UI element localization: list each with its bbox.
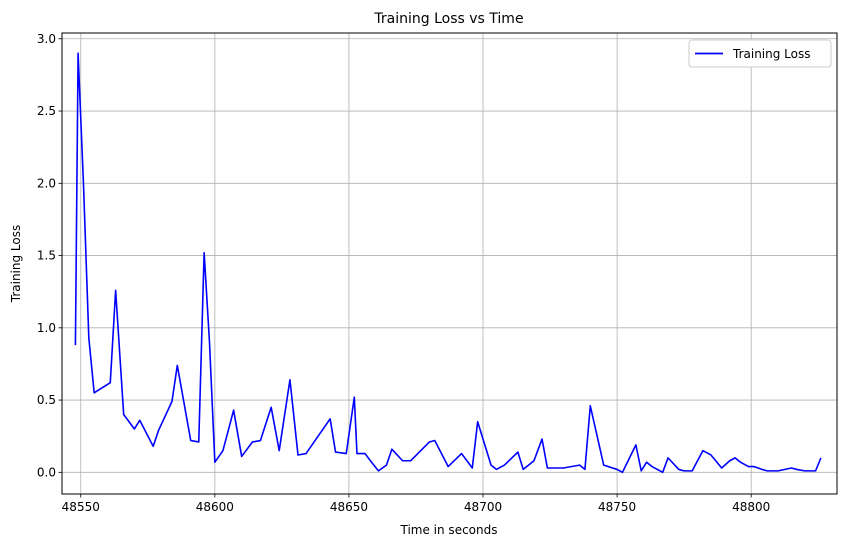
plot-frame bbox=[61, 32, 838, 495]
series-layer bbox=[74, 52, 822, 474]
legend-label-training-loss: Training Loss bbox=[732, 47, 810, 61]
x-axis-title: Time in seconds bbox=[400, 523, 498, 537]
x-tick-label: 48600 bbox=[196, 500, 234, 514]
legend: Training Loss bbox=[688, 39, 832, 68]
y-tick-label: 1.0 bbox=[37, 321, 56, 335]
y-axis-title: Training Loss bbox=[9, 225, 23, 303]
y-tick-label: 0.5 bbox=[37, 393, 56, 407]
x-tick-label: 48750 bbox=[598, 500, 636, 514]
y-axis-ticks: 0.0 0.5 1.0 1.5 2.0 2.5 3.0 bbox=[37, 32, 62, 479]
x-axis-ticks: 48550 48600 48650 48700 48750 48800 bbox=[62, 494, 770, 514]
chart-title: Training Loss vs Time bbox=[373, 11, 523, 27]
y-tick-label: 1.5 bbox=[37, 249, 56, 263]
x-tick-label: 48650 bbox=[330, 500, 368, 514]
x-tick-label: 48700 bbox=[464, 500, 502, 514]
legend-box bbox=[688, 39, 832, 68]
grid-lines bbox=[62, 33, 837, 494]
x-tick-label: 48550 bbox=[62, 500, 100, 514]
series-line-training-loss bbox=[74, 52, 822, 474]
y-tick-label: 3.0 bbox=[37, 32, 56, 46]
y-tick-label: 2.5 bbox=[37, 104, 56, 118]
y-tick-label: 2.0 bbox=[37, 176, 56, 190]
y-tick-label: 0.0 bbox=[37, 465, 56, 479]
x-tick-label: 48800 bbox=[732, 500, 770, 514]
